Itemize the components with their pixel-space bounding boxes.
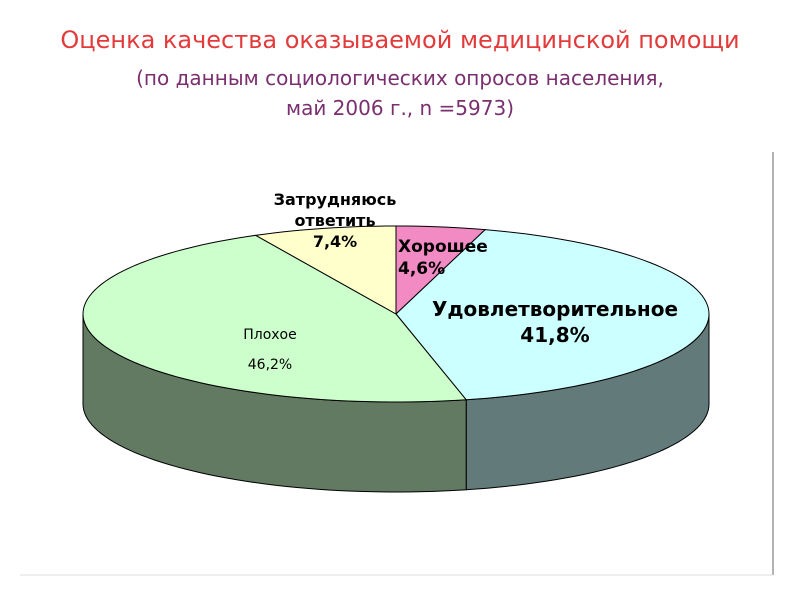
slice <box>395 229 710 401</box>
slice <box>254 225 397 315</box>
slice-label: Затрудняюсь ответить 7,4% <box>260 190 410 252</box>
value-label: 46,2% <box>247 357 293 374</box>
value-label: 7,4% <box>312 231 358 251</box>
pie <box>82 225 710 493</box>
slice-label: Удовлетворительное 41,8% <box>420 296 690 348</box>
chart-subtitle: (по данным социологических опросов насел… <box>136 66 664 90</box>
value-label: 4,6% <box>398 259 446 280</box>
category-name: Удовлетворительное <box>431 297 679 321</box>
category-name: Плохое <box>243 327 297 343</box>
slice <box>395 225 487 316</box>
category-name: Затрудняюсь ответить <box>273 190 397 230</box>
slice-label: Плохое 46,2% <box>200 326 340 374</box>
slice <box>82 234 468 403</box>
category-name: Хорошее <box>398 237 488 257</box>
chart-subtitle: май 2006 г., n =5973) <box>285 96 515 120</box>
chart-title: Оценка качества оказываемой медицинской … <box>60 26 740 54</box>
value-label: 41,8% <box>520 323 590 347</box>
slice-label: Хорошее 4,6% <box>398 236 508 280</box>
